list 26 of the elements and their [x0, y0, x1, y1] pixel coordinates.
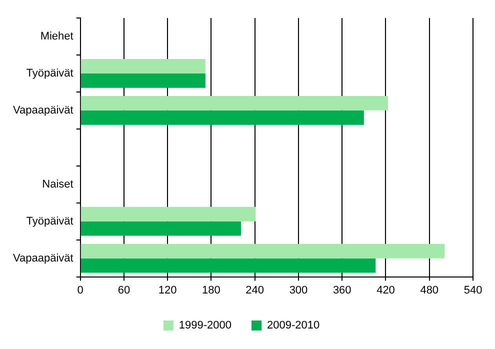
bar [80, 110, 364, 125]
x-tick-label: 360 [332, 284, 352, 296]
bar [80, 258, 376, 273]
x-tick-label: 120 [158, 284, 177, 296]
y-tick-label: Vapaapäivät [12, 252, 74, 264]
y-tick-label: Vapaapäivät [12, 104, 74, 116]
x-tick-label: 240 [246, 284, 264, 296]
x-tick-label: 180 [202, 284, 220, 296]
x-tick-label: 540 [464, 284, 482, 296]
x-tick-label: 480 [420, 284, 439, 296]
bar [80, 59, 206, 74]
y-tick-label: Naiset [42, 178, 74, 190]
y-tick-label: Miehet [40, 30, 74, 43]
y-tick-label: Työpäivät [26, 67, 74, 80]
legend-label: 2009-2010 [267, 320, 320, 332]
y-tick-label: Työpäivät [26, 215, 74, 228]
bar [80, 244, 445, 258]
x-tick-label: 300 [289, 284, 308, 296]
bar [80, 206, 256, 222]
x-tick-label: 0 [77, 284, 84, 296]
bar [80, 96, 388, 110]
x-tick-label: 60 [118, 284, 130, 296]
bar [80, 221, 242, 236]
legend-label: 1999-2000 [178, 320, 232, 332]
bar [80, 73, 206, 88]
x-tick-label: 420 [376, 284, 395, 296]
